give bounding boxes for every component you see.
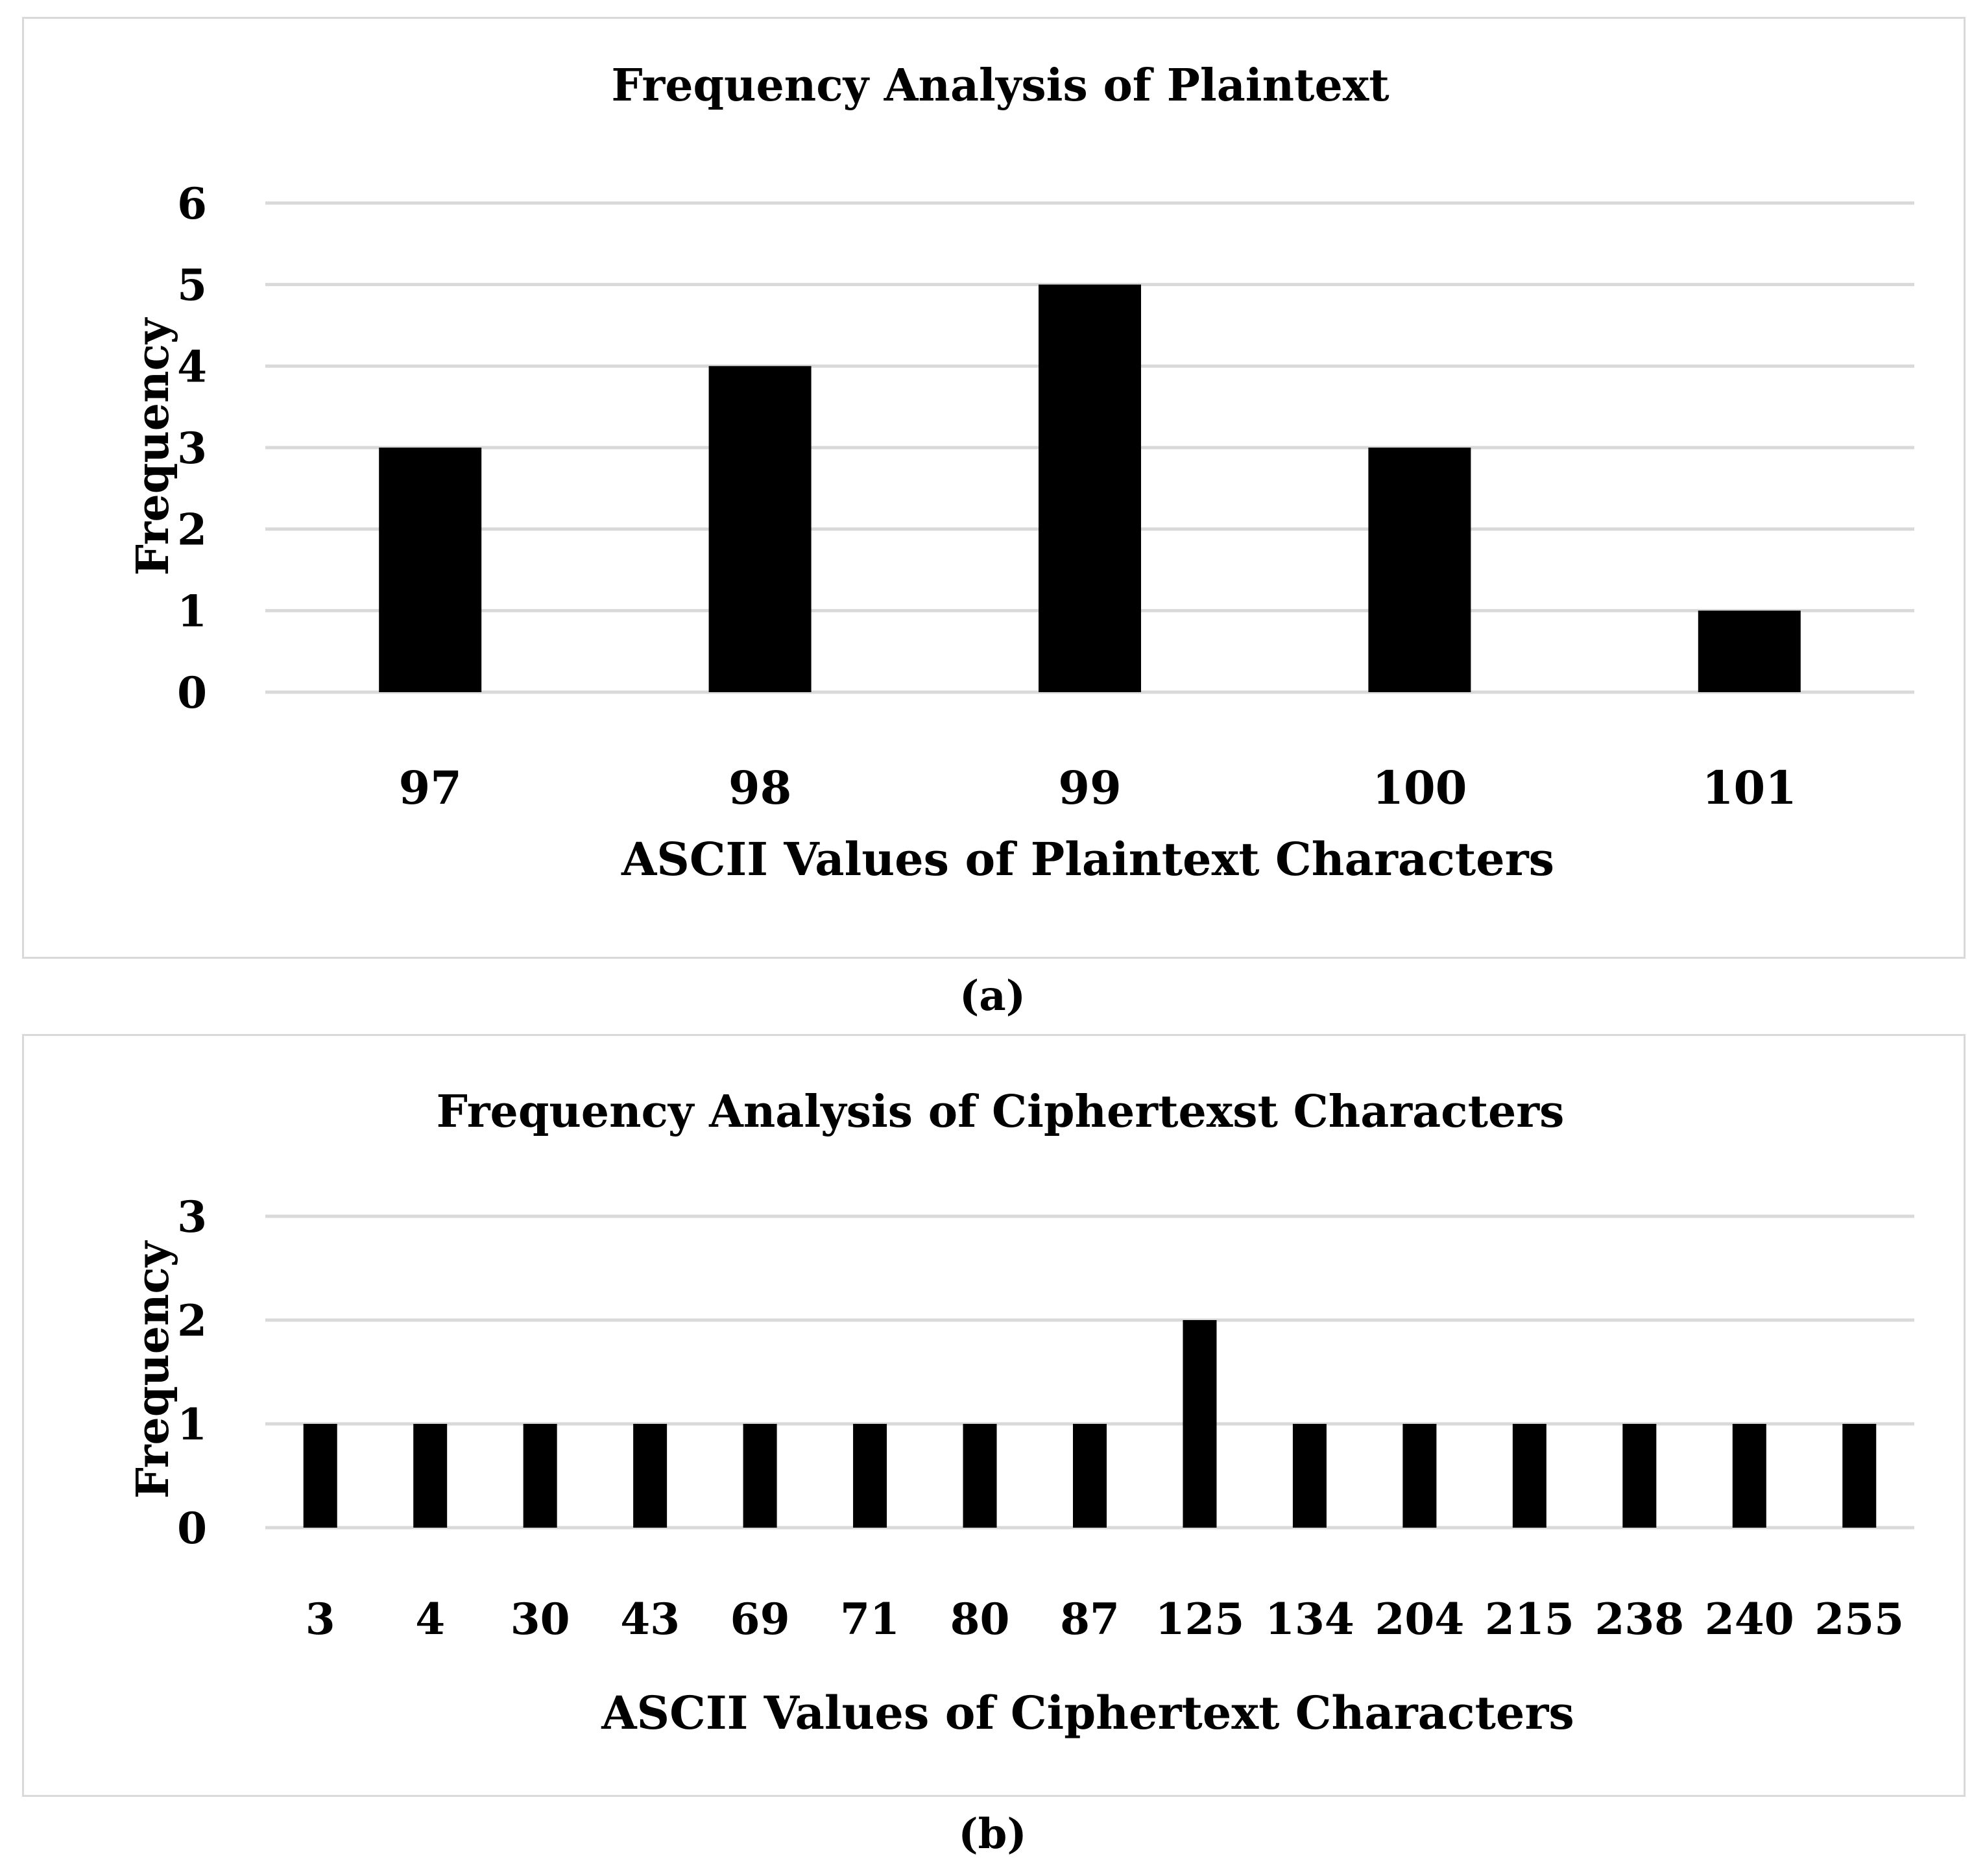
y-tick-label: 1: [177, 1399, 207, 1450]
chart-panel-b: Frequency Analysis of Ciphertexst Charac…: [22, 1034, 1966, 1797]
y-tick-label: 4: [177, 341, 207, 392]
x-tick-label: 100: [1372, 761, 1467, 815]
bar-71: [853, 1424, 887, 1528]
bar-98: [708, 366, 812, 692]
bar-97: [379, 448, 482, 692]
x-tick-label: 99: [1058, 761, 1121, 815]
x-tick-label: 240: [1705, 1594, 1794, 1644]
chart-b-x-axis-label: ASCII Values of Ciphertext Characters: [601, 1686, 1574, 1740]
bar-87: [1073, 1424, 1107, 1528]
bar-3: [303, 1424, 337, 1528]
x-tick-label: 238: [1594, 1594, 1684, 1644]
x-tick-label: 3: [306, 1594, 335, 1644]
chart-a-x-axis-label: ASCII Values of Plaintext Characters: [621, 832, 1554, 886]
bar-134: [1292, 1424, 1327, 1528]
x-tick-label: 43: [620, 1594, 680, 1644]
y-tick-label: 5: [177, 260, 207, 311]
bar-69: [743, 1424, 777, 1528]
bar-100: [1368, 448, 1471, 692]
x-tick-label: 30: [511, 1594, 570, 1644]
bar-101: [1698, 610, 1801, 692]
x-tick-label: 71: [840, 1594, 900, 1644]
x-tick-label: 134: [1265, 1594, 1354, 1644]
y-tick-label: 0: [177, 1503, 207, 1554]
x-tick-label: 101: [1702, 761, 1797, 815]
x-tick-label: 80: [950, 1594, 1010, 1644]
bar-43: [633, 1424, 668, 1528]
y-tick-label: 1: [177, 586, 207, 636]
chart-b-svg: Frequency Analysis of Ciphertexst Charac…: [127, 1086, 1914, 1740]
chart-b-title: Frequency Analysis of Ciphertexst Charac…: [437, 1086, 1565, 1138]
bar-125: [1183, 1320, 1217, 1528]
x-tick-label: 69: [730, 1594, 790, 1644]
bar-238: [1622, 1424, 1657, 1528]
x-tick-label: 255: [1814, 1594, 1904, 1644]
y-tick-label: 6: [177, 178, 207, 229]
chart-b-y-axis-label: Frequency: [127, 1240, 179, 1498]
bar-255: [1842, 1424, 1877, 1528]
y-tick-label: 3: [177, 423, 207, 474]
x-tick-label: 125: [1155, 1594, 1245, 1644]
y-tick-label: 3: [177, 1192, 207, 1242]
y-tick-label: 0: [177, 667, 207, 718]
bar-240: [1732, 1424, 1766, 1528]
x-tick-label: 87: [1060, 1594, 1120, 1644]
bar-99: [1039, 284, 1141, 693]
bar-215: [1512, 1424, 1546, 1528]
x-tick-label: 204: [1375, 1594, 1465, 1644]
bar-4: [413, 1424, 448, 1528]
chart-a-y-axis-label: Frequency: [127, 317, 179, 575]
caption-b: (b): [958, 1810, 1027, 1858]
caption-a: (a): [959, 972, 1026, 1020]
x-tick-label: 215: [1485, 1594, 1574, 1644]
x-tick-label: 4: [415, 1594, 445, 1644]
x-tick-label: 98: [728, 761, 791, 815]
bar-80: [963, 1424, 997, 1528]
chart-a-svg: Frequency Analysis of Plaintext 0123456 …: [127, 60, 1914, 886]
chart-a-title: Frequency Analysis of Plaintext: [611, 60, 1390, 112]
bar-30: [523, 1424, 557, 1528]
x-tick-label: 97: [398, 761, 461, 815]
y-tick-label: 2: [177, 505, 207, 555]
bar-204: [1402, 1424, 1437, 1528]
y-tick-label: 2: [177, 1295, 207, 1346]
